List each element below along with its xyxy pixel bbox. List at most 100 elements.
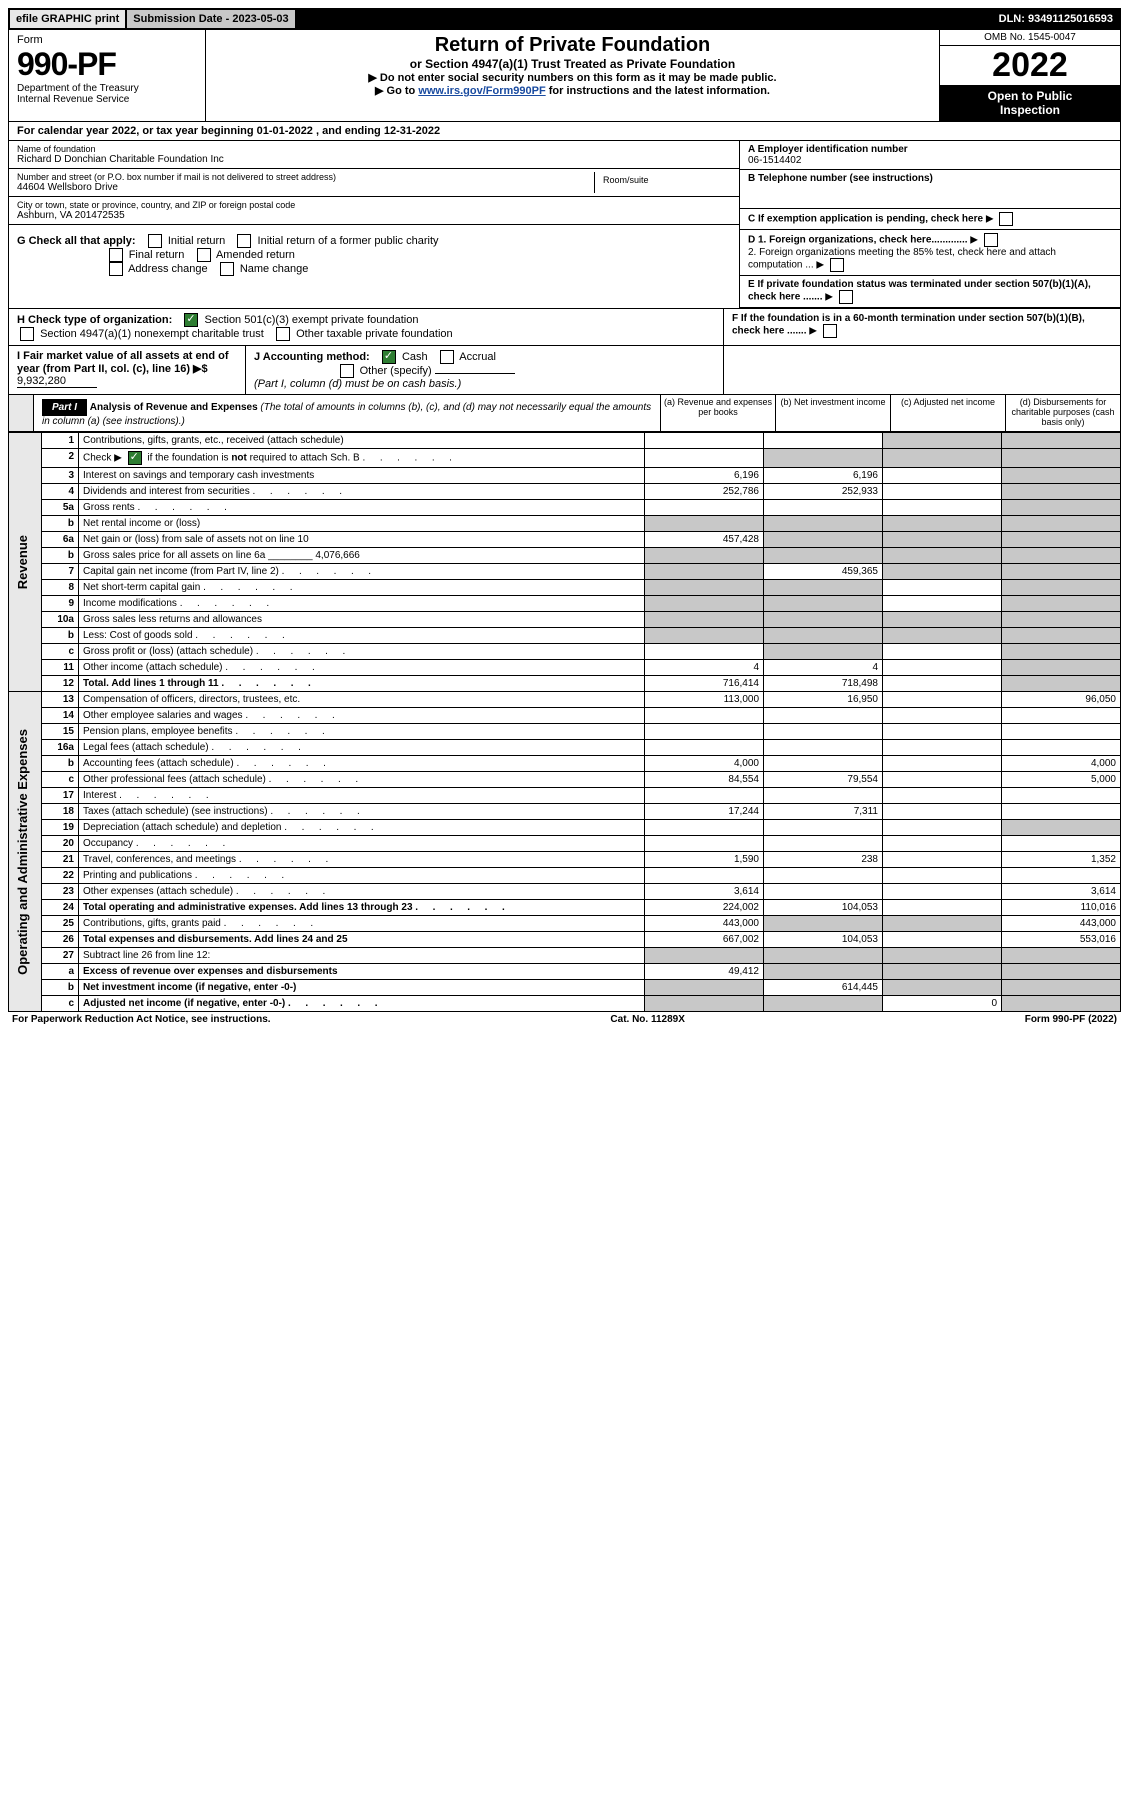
line-number: a xyxy=(42,964,79,980)
value-cell: 84,554 xyxy=(645,772,764,788)
line-number: c xyxy=(42,996,79,1012)
value-cell xyxy=(1002,548,1121,564)
line-number: 18 xyxy=(42,804,79,820)
omb-number: OMB No. 1545-0047 xyxy=(940,30,1120,46)
line-description: Net gain or (loss) from sale of assets n… xyxy=(79,532,645,548)
value-cell xyxy=(883,772,1002,788)
side-spacer xyxy=(9,395,34,431)
value-cell xyxy=(645,788,764,804)
value-cell xyxy=(1002,724,1121,740)
checkbox-501c3[interactable] xyxy=(184,313,198,327)
checkbox-name-change[interactable] xyxy=(220,262,234,276)
col-c-header: (c) Adjusted net income xyxy=(890,395,1005,431)
value-cell xyxy=(1002,484,1121,500)
checkbox-e[interactable] xyxy=(839,290,853,304)
value-cell xyxy=(883,580,1002,596)
checkbox-initial-former[interactable] xyxy=(237,234,251,248)
checkbox-other-method[interactable] xyxy=(340,364,354,378)
value-cell: 6,196 xyxy=(764,468,883,484)
line-description: Interest . . . . . . xyxy=(79,788,645,804)
checkbox-address-change[interactable] xyxy=(109,262,123,276)
checkbox-other-taxable[interactable] xyxy=(276,327,290,341)
line-description: Net rental income or (loss) xyxy=(79,516,645,532)
line-description: Accounting fees (attach schedule) . . . … xyxy=(79,756,645,772)
irs-link[interactable]: www.irs.gov/Form990PF xyxy=(418,85,545,97)
value-cell: 96,050 xyxy=(1002,692,1121,708)
line-number: 20 xyxy=(42,836,79,852)
value-cell xyxy=(645,836,764,852)
expenses-side-label: Operating and Administrative Expenses xyxy=(13,719,32,985)
checkbox-final-return[interactable] xyxy=(109,248,123,262)
ij-spacer xyxy=(723,346,1120,394)
line-description: Depreciation (attach schedule) and deple… xyxy=(79,820,645,836)
ein-cell: A Employer identification number 06-1514… xyxy=(740,141,1120,170)
line-description: Gross sales less returns and allowances xyxy=(79,612,645,628)
line-description: Gross rents . . . . . . xyxy=(79,500,645,516)
value-cell xyxy=(883,804,1002,820)
value-cell: 457,428 xyxy=(645,532,764,548)
line-number: 24 xyxy=(42,900,79,916)
line-description: Dividends and interest from securities .… xyxy=(79,484,645,500)
value-cell xyxy=(1002,628,1121,644)
value-cell xyxy=(1002,836,1121,852)
checkbox-4947[interactable] xyxy=(20,327,34,341)
dept-treasury: Department of the Treasury xyxy=(17,83,197,94)
line-number: 15 xyxy=(42,724,79,740)
value-cell: 4 xyxy=(645,660,764,676)
value-cell xyxy=(764,612,883,628)
value-cell xyxy=(764,433,883,449)
submission-date: Submission Date - 2023-05-03 xyxy=(127,10,296,28)
section-g: G Check all that apply: Initial return I… xyxy=(8,230,1121,309)
table-row: 3Interest on savings and temporary cash … xyxy=(9,468,1121,484)
line-number: 25 xyxy=(42,916,79,932)
value-cell xyxy=(645,580,764,596)
value-cell xyxy=(1002,804,1121,820)
city-cell: City or town, state or province, country… xyxy=(9,197,739,225)
line-description: Check ▶ if the foundation is not require… xyxy=(79,449,645,468)
checkbox-initial-return[interactable] xyxy=(148,234,162,248)
value-cell xyxy=(883,676,1002,692)
value-cell xyxy=(645,820,764,836)
value-cell: 17,244 xyxy=(645,804,764,820)
table-row: 2Check ▶ if the foundation is not requir… xyxy=(9,449,1121,468)
f-line: F If the foundation is in a 60-month ter… xyxy=(723,309,1120,345)
value-cell xyxy=(883,916,1002,932)
value-cell xyxy=(645,948,764,964)
table-row: 21Travel, conferences, and meetings . . … xyxy=(9,852,1121,868)
checkbox-c[interactable] xyxy=(999,212,1013,226)
line-number: 2 xyxy=(42,449,79,468)
value-cell: 667,002 xyxy=(645,932,764,948)
table-row: 11Other income (attach schedule) . . . .… xyxy=(9,660,1121,676)
checkbox-d1[interactable] xyxy=(984,233,998,247)
value-cell xyxy=(883,628,1002,644)
value-cell xyxy=(883,644,1002,660)
header-right: OMB No. 1545-0047 2022 Open to PublicIns… xyxy=(939,30,1120,121)
value-cell xyxy=(883,820,1002,836)
value-cell: 252,786 xyxy=(645,484,764,500)
table-row: 9Income modifications . . . . . . xyxy=(9,596,1121,612)
value-cell: 252,933 xyxy=(764,484,883,500)
value-cell: 3,614 xyxy=(1002,884,1121,900)
value-cell xyxy=(764,964,883,980)
checkbox-d2[interactable] xyxy=(830,258,844,272)
line-description: Net investment income (if negative, ente… xyxy=(79,980,645,996)
value-cell xyxy=(1002,433,1121,449)
checkbox-f[interactable] xyxy=(823,324,837,338)
footer-left: For Paperwork Reduction Act Notice, see … xyxy=(12,1014,271,1025)
j-section: J Accounting method: Cash Accrual Other … xyxy=(246,346,723,394)
checkbox-cash[interactable] xyxy=(382,350,396,364)
line-number: 5a xyxy=(42,500,79,516)
checkbox-accrual[interactable] xyxy=(440,350,454,364)
value-cell: 1,590 xyxy=(645,852,764,868)
checkbox-amended[interactable] xyxy=(197,248,211,262)
line-number: 11 xyxy=(42,660,79,676)
value-cell xyxy=(1002,788,1121,804)
value-cell: 79,554 xyxy=(764,772,883,788)
i-section: I Fair market value of all assets at end… xyxy=(9,346,246,394)
line-number: 9 xyxy=(42,596,79,612)
instruction-1: ▶ Do not enter social security numbers o… xyxy=(214,71,931,84)
line-number: 6a xyxy=(42,532,79,548)
line-description: Excess of revenue over expenses and disb… xyxy=(79,964,645,980)
table-row: aExcess of revenue over expenses and dis… xyxy=(9,964,1121,980)
value-cell xyxy=(883,948,1002,964)
